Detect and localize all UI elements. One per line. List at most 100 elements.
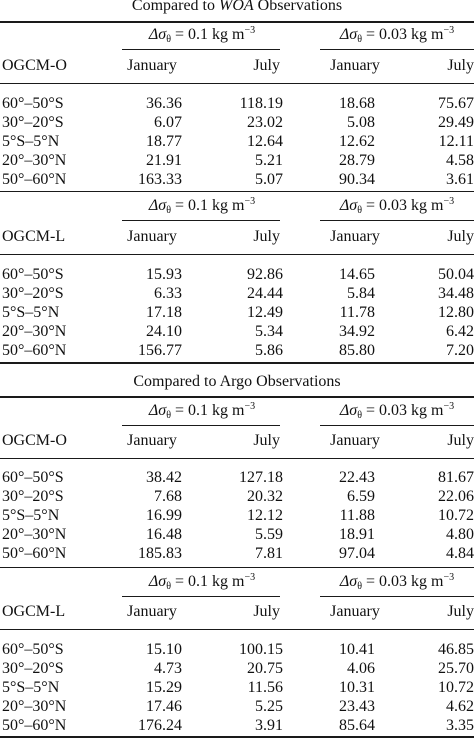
- table-cell-value: 3.61: [446, 171, 474, 188]
- table-cell-value: 12.11: [438, 133, 474, 150]
- table-cell-value: 24.10: [146, 323, 182, 340]
- table-cell-value: 10.41: [339, 641, 375, 658]
- table-cell-value: 81.67: [438, 469, 474, 486]
- table-cell-value: 6.59: [347, 488, 375, 505]
- table-cell-value: 17.18: [146, 304, 182, 321]
- latitude-band-label: 60°–50°S: [2, 641, 64, 658]
- table-cell-value: 5.34: [255, 323, 283, 340]
- table-cell-value: 12.64: [247, 133, 283, 150]
- group-underline: [320, 49, 474, 50]
- table-cell-value: 6.42: [446, 323, 474, 340]
- group-underline: [320, 425, 474, 426]
- table-cell-value: 6.33: [154, 285, 182, 302]
- latitude-band-label: 60°–50°S: [2, 469, 64, 486]
- group-underline: [320, 220, 474, 221]
- table-cell-value: 16.48: [146, 526, 182, 543]
- table-cell-value: 11.78: [339, 304, 375, 321]
- section-top-rule: [0, 396, 474, 398]
- table-cell-value: 127.18: [239, 469, 283, 486]
- column-header-july: July: [253, 228, 280, 245]
- table-cell-value: 20.75: [247, 660, 283, 677]
- table-cell-value: 22.06: [438, 488, 474, 505]
- table-cell-value: 24.44: [247, 285, 283, 302]
- column-header-january: January: [127, 57, 177, 74]
- table-cell-value: 4.73: [154, 660, 182, 677]
- latitude-band-label: 50°–60°N: [2, 717, 67, 734]
- column-header-january: January: [127, 603, 177, 620]
- column-header-january: January: [330, 57, 380, 74]
- section-bottom-rule: [0, 362, 474, 364]
- table-cell-value: 22.43: [339, 469, 375, 486]
- table-cell-value: 12.49: [247, 304, 283, 321]
- table-cell-value: 20.32: [247, 488, 283, 505]
- column-header-january: January: [330, 228, 380, 245]
- latitude-band-label: 50°–60°N: [2, 342, 67, 359]
- latitude-band-label: 30°–20°S: [2, 488, 64, 505]
- group-header-density-0.1: Δσθ = 0.1 kg m−3: [148, 401, 256, 421]
- table-cell-value: 18.68: [339, 95, 375, 112]
- table-cell-value: 4.84: [446, 545, 474, 562]
- table-cell-value: 85.64: [339, 717, 375, 734]
- table-cell-value: 23.43: [339, 698, 375, 715]
- latitude-band-label: 20°–30°N: [2, 698, 67, 715]
- table-cell-value: 28.79: [339, 152, 375, 169]
- latitude-band-label: 5°S–5°N: [2, 133, 60, 150]
- table-cell-value: 100.15: [239, 641, 283, 658]
- table-cell-value: 85.80: [339, 342, 375, 359]
- table-cell-value: 38.42: [146, 469, 182, 486]
- table-cell-value: 176.24: [138, 717, 182, 734]
- table-cell-value: 50.04: [438, 266, 474, 283]
- latitude-band-label: 30°–20°S: [2, 285, 64, 302]
- table-cell-value: 156.77: [138, 342, 182, 359]
- group-header-density-0.1: Δσθ = 0.1 kg m−3: [148, 25, 256, 45]
- model-name: OGCM-L: [2, 603, 66, 620]
- table-cell-value: 16.99: [146, 507, 182, 524]
- table-cell-value: 90.34: [339, 171, 375, 188]
- header-rule: [0, 458, 474, 459]
- latitude-band-label: 60°–50°S: [2, 266, 64, 283]
- section-caption: Compared to Argo Observations: [133, 373, 341, 390]
- table-cell-value: 4.62: [446, 698, 474, 715]
- latitude-band-label: 30°–20°S: [2, 114, 64, 131]
- group-underline: [122, 220, 280, 221]
- latitude-band-label: 20°–30°N: [2, 323, 67, 340]
- table-cell-value: 36.36: [146, 95, 182, 112]
- group-underline: [320, 596, 474, 597]
- table-cell-value: 185.83: [138, 545, 182, 562]
- table-cell-value: 4.58: [446, 152, 474, 169]
- table-cell-value: 97.04: [339, 545, 375, 562]
- table-cell-value: 46.85: [438, 641, 474, 658]
- header-rule: [0, 629, 474, 630]
- table-cell-value: 10.31: [339, 679, 375, 696]
- table-cell-value: 118.19: [239, 95, 283, 112]
- latitude-band-label: 30°–20°S: [2, 660, 64, 677]
- group-header-density-0.03: Δσθ = 0.03 kg m−3: [339, 25, 455, 45]
- column-header-january: January: [330, 432, 380, 449]
- table-cell-value: 92.86: [247, 266, 283, 283]
- table-cell-value: 17.46: [146, 698, 182, 715]
- latitude-band-label: 60°–50°S: [2, 95, 64, 112]
- table-cell-value: 25.70: [438, 660, 474, 677]
- table-cell-value: 3.35: [446, 717, 474, 734]
- table-cell-value: 11.56: [247, 679, 283, 696]
- group-header-density-0.03: Δσθ = 0.03 kg m−3: [339, 401, 455, 421]
- table-cell-value: 10.72: [438, 679, 474, 696]
- table-cell-value: 12.12: [247, 507, 283, 524]
- section-caption: Compared to WOA Observations: [131, 0, 343, 14]
- header-rule: [0, 83, 474, 84]
- table-cell-value: 14.65: [339, 266, 375, 283]
- table-cell-value: 15.10: [146, 641, 182, 658]
- table-cell-value: 34.48: [438, 285, 474, 302]
- table-cell-value: 12.80: [438, 304, 474, 321]
- table-cell-value: 4.80: [446, 526, 474, 543]
- column-header-july: July: [447, 228, 474, 245]
- table-cell-value: 3.91: [255, 717, 283, 734]
- latitude-band-label: 20°–30°N: [2, 152, 67, 169]
- column-header-july: July: [253, 603, 280, 620]
- column-header-january: January: [127, 228, 177, 245]
- column-header-july: July: [253, 57, 280, 74]
- table-cell-value: 18.77: [146, 133, 182, 150]
- table-cell-value: 7.20: [446, 342, 474, 359]
- column-header-july: July: [447, 57, 474, 74]
- block-separator-rule: [0, 567, 474, 568]
